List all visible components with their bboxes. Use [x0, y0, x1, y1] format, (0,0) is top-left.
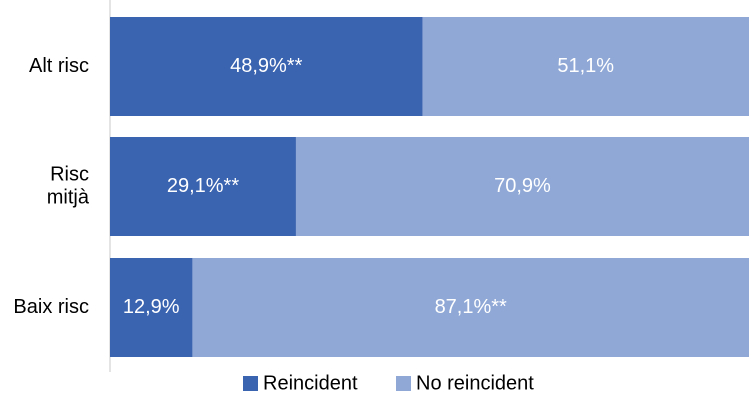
data-label: 48,9%** — [230, 55, 302, 77]
bars-layer — [110, 17, 749, 357]
category-label: Alt risc — [29, 55, 89, 77]
legend-swatch — [396, 376, 411, 391]
axis-layer: Alt risc Risc mitjà Baix risc — [13, 0, 111, 372]
bar-segment-reincident — [110, 17, 423, 116]
data-label: 12,9% — [123, 296, 180, 318]
legend-swatch — [243, 376, 258, 391]
labels-layer: 48,9%** 51,1% 29,1%** 70,9% 12,9% 87,1%** — [123, 55, 614, 318]
bar-segment-no-reincident — [422, 17, 749, 116]
legend-label: No reincident — [416, 372, 534, 394]
data-label: 51,1% — [557, 55, 614, 77]
legend-label: Reincident — [263, 372, 358, 394]
bar-segment-reincident — [110, 137, 296, 236]
category-label: Risc mitjà — [47, 163, 90, 208]
category-label: Baix risc — [13, 296, 89, 318]
data-label: 70,9% — [494, 175, 551, 197]
legend: Reincident No reincident — [243, 372, 534, 394]
data-label: 29,1%** — [167, 175, 239, 197]
bar-segment-reincident — [110, 258, 193, 357]
bar-segment-no-reincident — [192, 258, 749, 357]
bar-segment-no-reincident — [295, 137, 749, 236]
data-label: 87,1%** — [435, 296, 507, 318]
